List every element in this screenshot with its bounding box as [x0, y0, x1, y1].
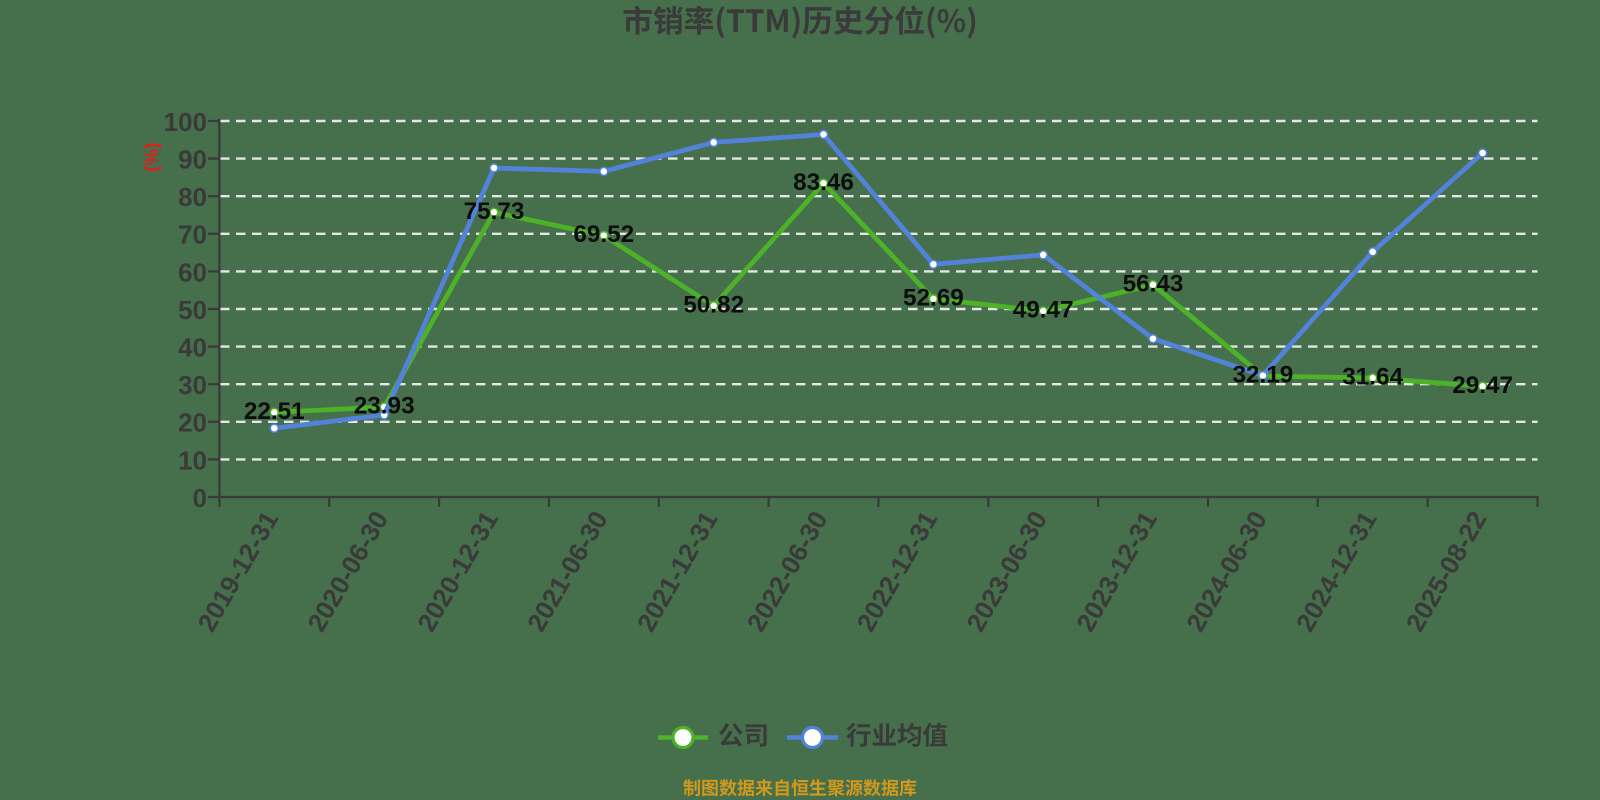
svg-text:2021-12-31: 2021-12-31	[631, 506, 724, 637]
svg-text:2020-12-31: 2020-12-31	[411, 506, 504, 637]
svg-text:100: 100	[164, 107, 207, 137]
svg-text:29.47: 29.47	[1452, 372, 1513, 399]
svg-text:2023-06-30: 2023-06-30	[960, 506, 1053, 637]
svg-text:31.64: 31.64	[1342, 364, 1403, 391]
svg-text:2021-06-30: 2021-06-30	[521, 506, 614, 637]
svg-text:40: 40	[178, 333, 207, 363]
svg-text:2022-06-30: 2022-06-30	[741, 506, 834, 637]
svg-text:2023-12-31: 2023-12-31	[1070, 506, 1163, 637]
svg-text:75.73: 75.73	[464, 198, 525, 225]
svg-text:52.69: 52.69	[903, 285, 964, 312]
svg-text:83.46: 83.46	[793, 169, 854, 196]
svg-text:2025-08-22: 2025-08-22	[1400, 506, 1493, 637]
svg-text:69.52: 69.52	[573, 221, 634, 248]
svg-text:56.43: 56.43	[1123, 270, 1184, 297]
svg-text:2024-06-30: 2024-06-30	[1180, 506, 1273, 637]
svg-text:30: 30	[178, 370, 207, 400]
svg-text:90: 90	[178, 145, 207, 175]
svg-text:2024-12-31: 2024-12-31	[1290, 506, 1383, 637]
svg-text:20: 20	[178, 408, 207, 438]
svg-text:60: 60	[178, 257, 207, 287]
svg-text:23.93: 23.93	[354, 393, 415, 420]
svg-text:50.82: 50.82	[683, 292, 744, 319]
svg-text:80: 80	[178, 182, 207, 212]
svg-text:49.47: 49.47	[1013, 297, 1074, 324]
svg-text:0: 0	[193, 483, 207, 513]
svg-text:2019-12-31: 2019-12-31	[191, 506, 284, 637]
svg-text:22.51: 22.51	[244, 398, 305, 425]
svg-text:(%): (%)	[142, 142, 163, 172]
svg-text:32.19: 32.19	[1232, 362, 1293, 389]
svg-text:70: 70	[178, 220, 207, 250]
svg-text:50: 50	[178, 295, 207, 325]
svg-text:2020-06-30: 2020-06-30	[301, 506, 394, 637]
svg-text:10: 10	[178, 445, 207, 475]
svg-text:2022-12-31: 2022-12-31	[851, 506, 944, 637]
